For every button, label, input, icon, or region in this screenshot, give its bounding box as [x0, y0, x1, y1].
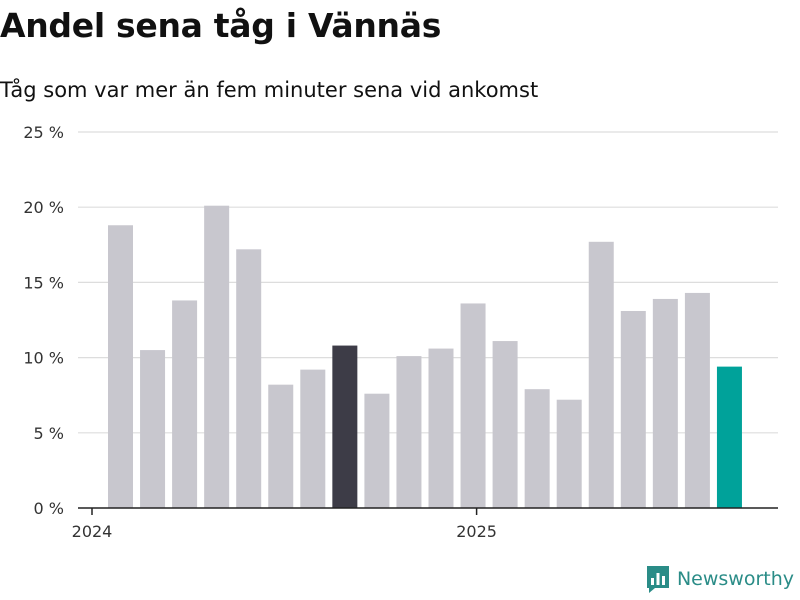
- y-tick-label: 20 %: [23, 198, 64, 217]
- bar-2024-04: [204, 205, 230, 509]
- bar-2024-07: [300, 369, 326, 508]
- y-tick-label: 5 %: [34, 424, 64, 443]
- chart-subtitle: Tåg som var mer än fem minuter sena vid …: [0, 78, 539, 102]
- bar-2024-10: [396, 356, 422, 508]
- y-tick-label: 15 %: [23, 273, 64, 292]
- newsworthy-icon: [646, 566, 669, 593]
- y-axis-ticks: 0 % 5 % 10 % 15 % 20 % 25 %: [23, 123, 64, 518]
- x-tick-label: 2025: [456, 522, 497, 541]
- chart-title: Andel sena tåg i Vännäs: [0, 6, 442, 45]
- bar-2024-06: [268, 384, 294, 508]
- bar-2025-05: [620, 310, 646, 508]
- y-tick-label: 25 %: [23, 123, 64, 142]
- bar-2024-09: [364, 393, 390, 508]
- bar-2024-03: [172, 300, 198, 508]
- x-axis-ticks: 2024 2025: [72, 508, 497, 541]
- bars: [108, 205, 742, 509]
- bar-2024-05: [236, 249, 262, 508]
- y-tick-label: 10 %: [23, 349, 64, 368]
- bar-2025-07: [684, 292, 710, 508]
- bar-2025-08: [716, 366, 742, 508]
- bar-2025-01: [492, 341, 518, 508]
- bar-2024-02: [140, 350, 166, 508]
- bar-2025-06: [652, 298, 678, 508]
- bar-2024-11: [428, 348, 454, 508]
- bar-2024-12: [460, 303, 486, 508]
- bar-2025-04: [588, 241, 614, 509]
- bar-2025-03: [556, 399, 582, 508]
- x-tick-label: 2024: [72, 522, 113, 541]
- brand-name: Newsworthy: [676, 568, 794, 590]
- y-tick-label: 0 %: [34, 499, 64, 518]
- newsworthy-logo: Newsworthy: [645, 564, 794, 594]
- bar-2025-02: [524, 389, 550, 508]
- bar-2024-01: [108, 225, 133, 509]
- bar-2024-08: [332, 345, 358, 508]
